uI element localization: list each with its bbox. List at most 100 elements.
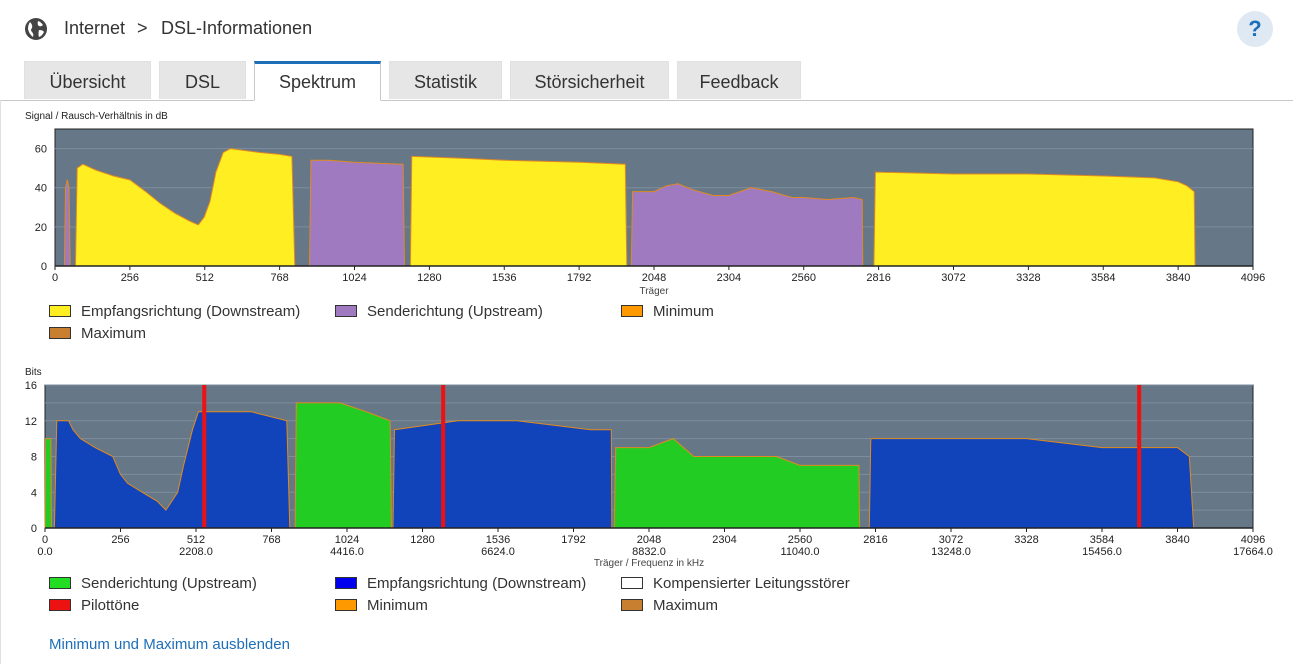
legend-swatch <box>335 305 357 317</box>
content-border <box>0 100 1 664</box>
tab-statistics[interactable]: Statistik <box>389 61 502 99</box>
chart-xlabel: Träger <box>639 286 669 297</box>
series-area <box>873 171 1196 267</box>
globe-icon <box>25 18 47 40</box>
x-tick-label: 3840 <box>1166 272 1190 284</box>
x-tick-label: 1792 <box>561 534 585 546</box>
pilot-tone-mark <box>441 385 446 528</box>
series-area <box>294 402 393 529</box>
x-tick-label: 0 <box>42 534 48 546</box>
series-area <box>74 148 296 267</box>
series-area <box>613 438 861 529</box>
freq-tick-label: 8832.0 <box>632 546 666 558</box>
freq-tick-label: 6624.0 <box>481 546 515 558</box>
page-header: Internet > DSL-Informationen ? <box>0 0 1293 60</box>
series-area <box>63 179 71 267</box>
freq-tick-label: 0.0 <box>37 546 52 558</box>
x-tick-label: 512 <box>196 272 214 284</box>
x-tick-label: 1536 <box>486 534 510 546</box>
y-tick-label: 40 <box>35 183 47 195</box>
y-tick-label: 0 <box>31 523 37 535</box>
x-tick-label: 3072 <box>941 272 965 284</box>
tab-spectrum[interactable]: Spektrum <box>254 61 381 101</box>
series-area <box>392 420 613 529</box>
y-tick-label: 12 <box>25 416 37 428</box>
freq-tick-label: 15456.0 <box>1082 546 1122 558</box>
y-tick-label: 4 <box>31 487 37 499</box>
tab-dsl[interactable]: DSL <box>159 61 246 99</box>
x-tick-label: 3072 <box>939 534 963 546</box>
chart-xlabel: Träger / Frequenz in kHz <box>594 558 704 569</box>
chart-ylabel: Signal / Rausch-Verhältnis in dB <box>25 111 168 122</box>
page-title: DSL-Informationen <box>161 18 313 38</box>
series-area <box>868 438 1195 529</box>
freq-tick-label: 11040.0 <box>781 546 820 558</box>
bits-chart: Bits 0 4 8 12 16 0 256 512 768 1024 1280 1536 1792 204… <box>25 367 1273 569</box>
help-button[interactable]: ? <box>1237 11 1273 47</box>
freq-tick-label: 17664.0 <box>1233 546 1273 558</box>
x-tick-label: 2560 <box>792 272 816 284</box>
legend-swatch <box>49 327 71 339</box>
tab-overview[interactable]: Übersicht <box>24 61 151 99</box>
x-tick-label: 3840 <box>1165 534 1189 546</box>
x-tick-label: 3328 <box>1014 534 1038 546</box>
x-tick-label: 2048 <box>642 272 666 284</box>
x-tick-label: 1280 <box>410 534 434 546</box>
x-tick-label: 3584 <box>1091 272 1115 284</box>
snr-legend: Empfangsrichtung (Downstream) Sendericht… <box>49 303 949 348</box>
freq-tick-label: 2208.0 <box>179 546 213 558</box>
x-tick-label: 256 <box>111 534 129 546</box>
series-area <box>630 183 864 267</box>
x-tick-label: 512 <box>187 534 205 546</box>
x-tick-label: 2816 <box>866 272 890 284</box>
series-area <box>53 411 291 529</box>
legend-swatch <box>49 305 71 317</box>
x-tick-label: 4096 <box>1241 534 1265 546</box>
x-tick-label: 768 <box>262 534 280 546</box>
series-area <box>44 438 53 529</box>
pilot-tone-mark <box>1137 385 1142 528</box>
pilot-tone-mark <box>202 385 207 528</box>
toggle-min-max-link[interactable]: Minimum und Maximum ausblenden <box>49 636 290 653</box>
x-tick-label: 1024 <box>335 534 359 546</box>
legend-swatch <box>621 577 643 589</box>
freq-tick-label: 4416.0 <box>330 546 364 558</box>
legend-swatch <box>335 599 357 611</box>
x-tick-label: 1792 <box>567 272 591 284</box>
y-tick-label: 16 <box>25 380 37 392</box>
legend-swatch <box>49 577 71 589</box>
x-tick-label: 3328 <box>1016 272 1040 284</box>
chart-ylabel: Bits <box>25 367 42 378</box>
x-tick-label: 2048 <box>637 534 661 546</box>
freq-tick-label: 13248.0 <box>931 546 971 558</box>
tab-divider <box>0 100 1293 101</box>
legend-swatch <box>49 599 71 611</box>
x-tick-label: 0 <box>52 272 58 284</box>
x-tick-label: 1536 <box>492 272 516 284</box>
x-tick-label: 256 <box>121 272 139 284</box>
x-tick-label: 2304 <box>717 272 741 284</box>
bits-legend: Senderichtung (Upstream) Empfangsrichtun… <box>49 575 949 620</box>
x-tick-label: 3584 <box>1090 534 1114 546</box>
x-tick-label: 1024 <box>342 272 366 284</box>
x-tick-label: 1280 <box>417 272 441 284</box>
x-tick-label: 2560 <box>788 534 812 546</box>
x-tick-label: 2304 <box>712 534 736 546</box>
x-tick-label: 4096 <box>1241 272 1265 284</box>
breadcrumb-root[interactable]: Internet <box>64 18 126 38</box>
y-tick-label: 60 <box>35 144 47 156</box>
snr-chart: Signal / Rausch-Verhältnis in dB 0 20 40 60 0… <box>25 111 1265 297</box>
legend-swatch <box>621 599 643 611</box>
x-tick-label: 2816 <box>863 534 887 546</box>
legend-swatch <box>621 305 643 317</box>
y-tick-label: 8 <box>31 452 37 464</box>
x-tick-label: 768 <box>270 272 288 284</box>
breadcrumb-separator: > <box>137 18 148 38</box>
legend-swatch <box>335 577 357 589</box>
series-area <box>308 159 406 267</box>
y-tick-label: 0 <box>41 261 47 273</box>
tab-interference-immunity[interactable]: Störsicherheit <box>510 61 669 99</box>
y-tick-label: 20 <box>35 222 47 234</box>
tab-feedback[interactable]: Feedback <box>677 61 801 99</box>
series-area <box>409 155 628 267</box>
